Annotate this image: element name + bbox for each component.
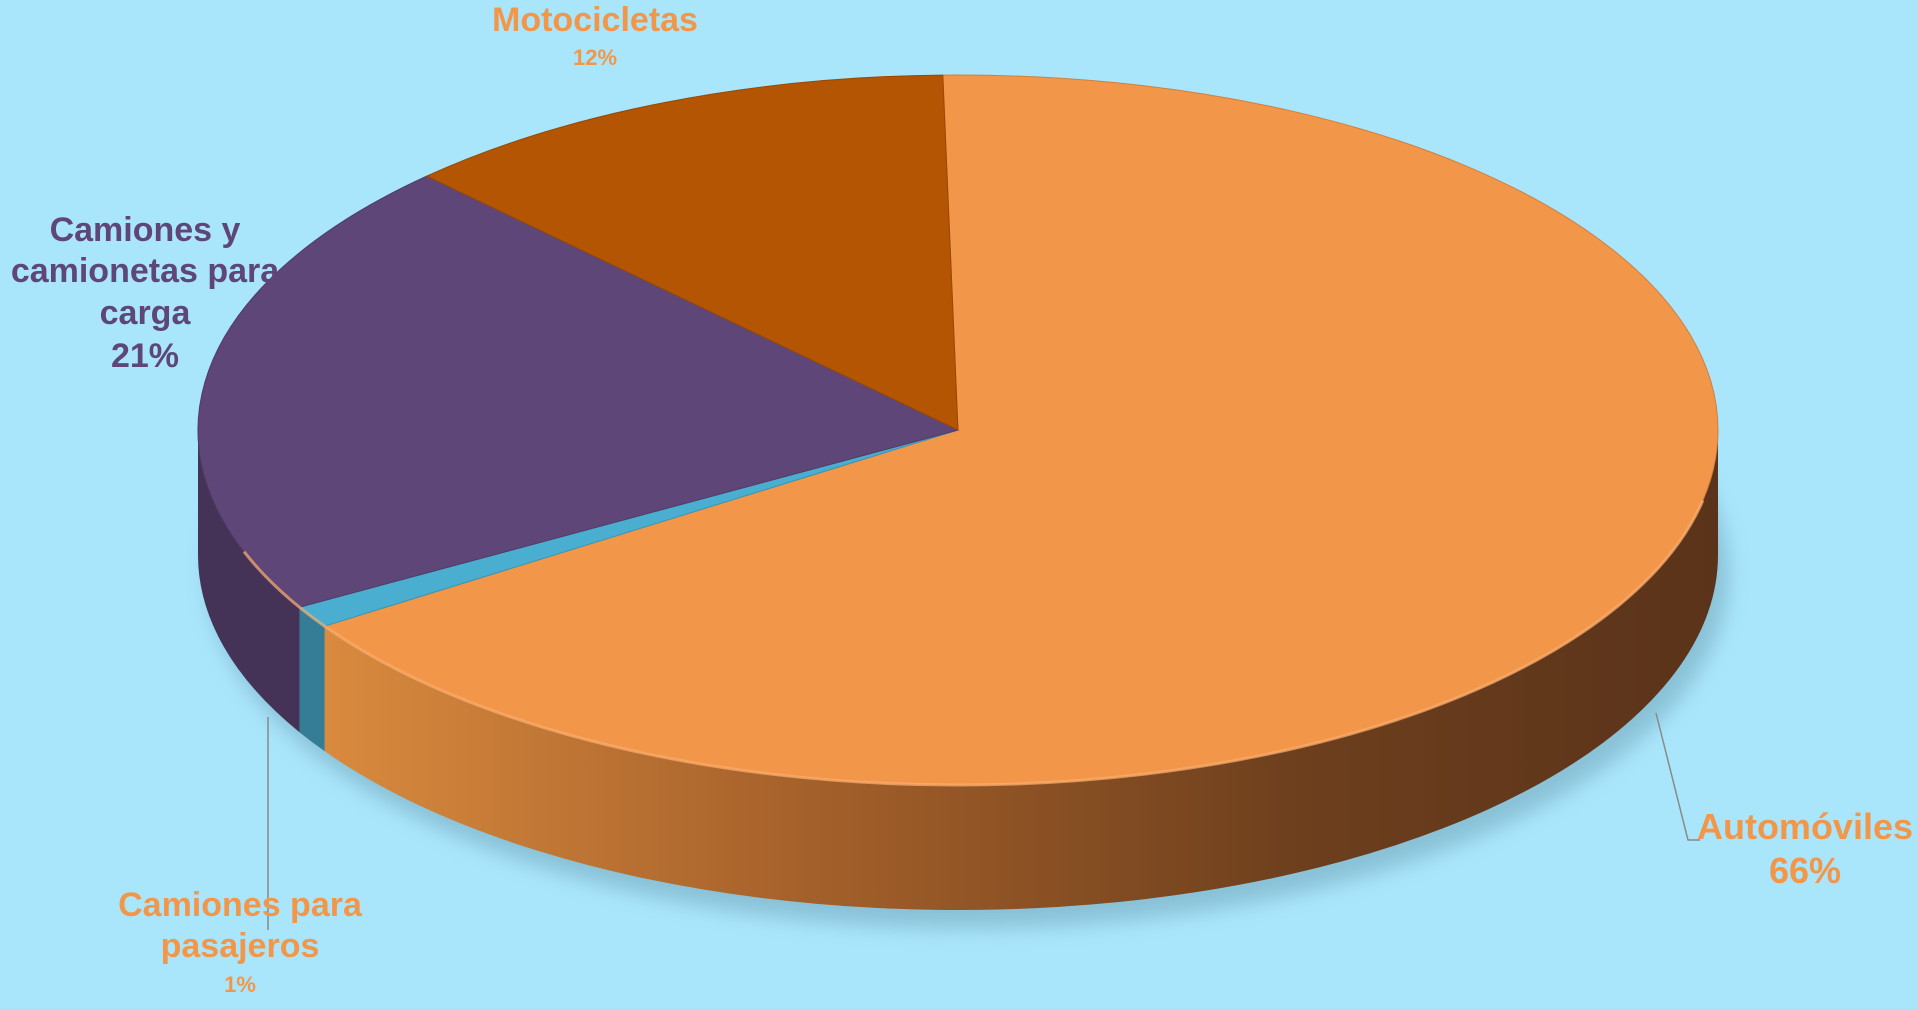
label-line: Camiones para xyxy=(118,886,362,924)
label-percent: 1% xyxy=(224,971,256,997)
label-line: pasajeros xyxy=(160,927,320,966)
pie-slice-motocicletas xyxy=(425,74,959,431)
data-label-motocicletas: Motocicletas 12% xyxy=(435,0,755,72)
pie-slice-camiones-y-camionetas-para-carga xyxy=(197,175,960,608)
pie-side-automoviles xyxy=(324,430,1718,911)
label-line: carga xyxy=(99,293,191,332)
label-percent: 66% xyxy=(1768,849,1842,891)
data-label-camiones-pasajeros: Camiones para pasajeros 1% xyxy=(95,885,385,999)
data-label-automoviles: Automóviles 66% xyxy=(1680,805,1917,893)
label-name: Motocicletas xyxy=(492,1,698,39)
pie-rim-highlight xyxy=(242,499,1705,787)
label-percent: 21% xyxy=(110,337,180,376)
label-line: Camiones y xyxy=(49,211,241,249)
data-label-camiones-carga: Camiones y camionetas para carga 21% xyxy=(0,210,290,378)
pie-side-camiones-para-pasajeros xyxy=(299,607,325,752)
label-percent: 12% xyxy=(572,45,618,71)
leader-line-automoviles xyxy=(1655,712,1700,841)
pie-side-camiones-y-camionetas-para-carga xyxy=(198,430,300,733)
label-name: Camiones y camionetas para carga xyxy=(0,210,290,334)
label-name: Automóviles xyxy=(1696,806,1914,847)
label-name: Camiones para pasajeros xyxy=(95,885,385,968)
label-line: camionetas para xyxy=(10,252,280,291)
